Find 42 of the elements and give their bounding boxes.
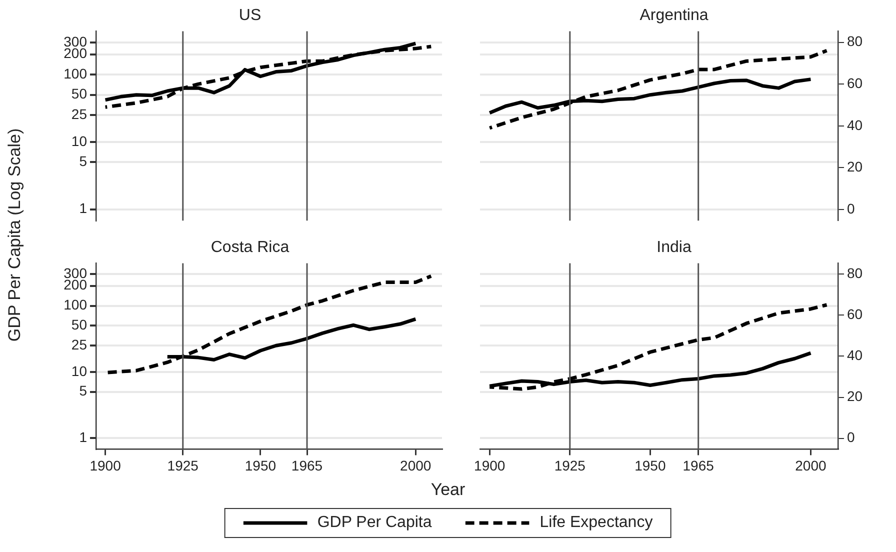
x-tick-label: 1965 [291,457,323,474]
y2-tick-label: 60 [847,306,863,322]
x-tick-label: 1950 [244,457,276,474]
y-tick-label: 100 [64,296,88,313]
y-tick-label: 25 [71,336,88,352]
line-series [488,48,829,130]
x-tick-label: 2000 [400,457,432,474]
x-tick-label: 1965 [682,457,714,474]
y2-tick-label: 40 [847,347,863,364]
chart-title: India [656,239,692,256]
x-tick-label: 1925 [554,457,586,474]
x-axis-title: Year [430,480,466,500]
y2-tick-label: 40 [847,116,863,133]
y2-tick-label: 60 [847,74,863,91]
legend-label: Life Expectancy [540,514,653,532]
legend-label: GDP Per Capita [317,514,432,532]
chart-title: Costa Rica [210,239,290,256]
y-tick-label: 100 [64,65,88,82]
x-tick-label: 1925 [167,457,199,474]
y2-tick-label: 0 [847,200,855,216]
y-tick-label: 25 [71,106,88,122]
y-tick-label: 1 [79,428,88,445]
x-tick-label: 1900 [90,457,122,474]
chart-title: Argentina [640,7,708,24]
x-tick-label: 1950 [634,457,666,474]
y2-tick-label: 20 [847,158,863,175]
y2-tick-label: 80 [847,264,863,281]
y2-tick-label: 20 [847,388,863,404]
y2-tick-label: 0 [847,429,855,446]
y-tick-label: 5 [79,153,88,170]
y-tick-label: 50 [71,316,88,333]
x-tick-label: 1900 [474,457,506,474]
y-tick-label: 10 [71,132,88,149]
y-axis-title: GDP Per Capita (Log Scale) [5,128,25,342]
y2-tick-label: 80 [847,33,863,50]
y-tick-label: 200 [64,276,88,293]
x-tick-label: 2000 [795,457,826,474]
y-tick-label: 10 [71,362,88,379]
chart-title: US [238,7,262,24]
y-tick-label: 5 [79,382,88,399]
y-tick-label: 50 [71,86,88,102]
y-tick-label: 1 [79,200,88,216]
